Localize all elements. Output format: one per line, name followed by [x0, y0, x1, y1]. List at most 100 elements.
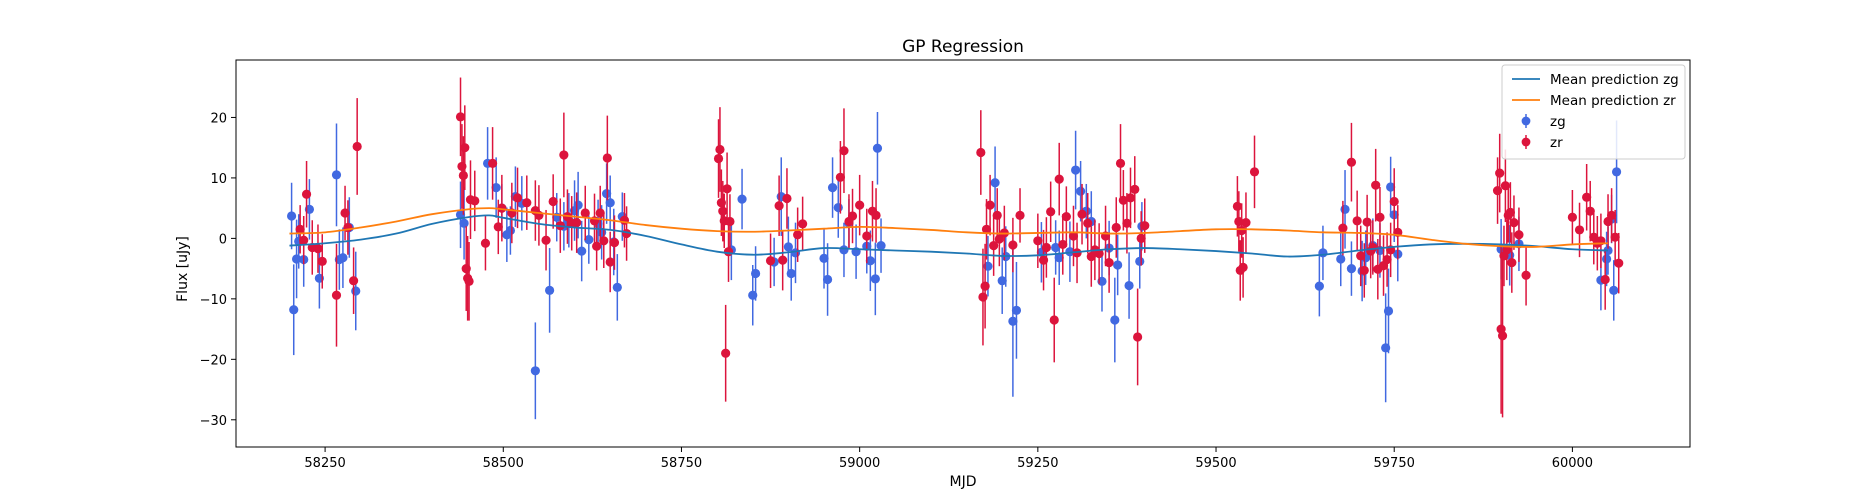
data-point	[871, 210, 881, 221]
data-point	[548, 196, 558, 207]
data-point	[1574, 225, 1585, 235]
data-point	[715, 144, 725, 155]
y-tick-label: 20	[210, 111, 227, 126]
data-point	[1072, 248, 1082, 258]
x-tick-label: 59250	[1017, 456, 1058, 471]
chart-title: GP Regression	[902, 37, 1024, 57]
legend-box	[1501, 64, 1686, 160]
data-point	[313, 244, 323, 254]
data-point	[460, 143, 470, 153]
data-point	[1076, 186, 1086, 196]
data-point	[1065, 247, 1075, 257]
data-point	[605, 198, 615, 208]
data-point	[1495, 168, 1505, 178]
data-point	[1077, 209, 1087, 219]
series-zr	[295, 77, 1624, 418]
data-point	[839, 146, 849, 156]
legend-label: Mean prediction zg	[1550, 72, 1679, 88]
data-point	[750, 268, 761, 279]
data-point	[487, 158, 498, 169]
data-point	[1094, 248, 1104, 259]
data-point	[876, 241, 886, 251]
data-point	[1368, 242, 1378, 253]
data-point	[573, 200, 583, 210]
data-point	[1071, 165, 1081, 175]
mean-line-mean-prediction-zr	[289, 207, 1609, 248]
data-point	[497, 203, 507, 213]
x-tick-label: 59500	[1195, 456, 1236, 471]
data-point	[713, 153, 724, 164]
data-point	[870, 274, 880, 284]
data-point	[1232, 201, 1243, 211]
data-point	[1600, 274, 1610, 285]
data-point	[1346, 157, 1357, 167]
data-point	[994, 234, 1004, 244]
data-point	[997, 276, 1007, 286]
y-tick-label: −10	[200, 293, 227, 308]
data-point	[559, 150, 569, 160]
data-point	[522, 198, 532, 208]
legend: Mean prediction zg Mean prediction zr zg zr	[1501, 64, 1686, 160]
data-point	[1111, 222, 1121, 233]
data-point	[1371, 180, 1381, 190]
data-point	[470, 196, 480, 206]
legend-label: zr	[1550, 135, 1563, 151]
data-point	[1497, 331, 1508, 341]
data-point	[352, 141, 362, 152]
data-point	[338, 253, 348, 263]
data-point	[541, 235, 551, 245]
data-point	[455, 112, 466, 122]
data-point	[1585, 206, 1595, 216]
y-tick-label: 0	[219, 232, 227, 247]
data-point	[1011, 305, 1022, 315]
data-point	[1238, 262, 1248, 273]
data-point	[301, 189, 312, 199]
plot-area: 58250 58500 58750 59000 59250 59500 59750 60000…	[200, 59, 1691, 471]
y-tick-label: −30	[200, 414, 227, 429]
data-point	[1041, 242, 1051, 253]
axes-frame	[235, 59, 1691, 448]
x-axis-label: MJD	[950, 474, 977, 490]
data-point	[790, 248, 801, 258]
data-point	[1110, 315, 1120, 325]
data-point	[1362, 217, 1372, 227]
data-point	[1237, 225, 1247, 236]
x-tick-label: 58500	[483, 456, 524, 471]
data-point	[1389, 196, 1399, 207]
data-point	[1058, 239, 1068, 250]
data-point	[493, 222, 503, 232]
data-point	[295, 224, 305, 234]
data-point	[1382, 254, 1392, 265]
data-point	[1352, 216, 1362, 226]
data-point	[1507, 257, 1517, 268]
data-point	[721, 348, 731, 358]
data-point	[1115, 158, 1126, 169]
legend-entry: Mean prediction zg	[1512, 72, 1679, 88]
data-point	[480, 238, 491, 248]
y-tick-label: 10	[210, 172, 227, 187]
data-point	[491, 182, 501, 193]
data-point	[976, 147, 986, 158]
data-point	[1135, 256, 1145, 266]
data-point	[1582, 192, 1592, 202]
data-point	[349, 276, 359, 286]
data-point	[1130, 184, 1140, 195]
data-point	[286, 211, 297, 221]
data-point	[1500, 181, 1510, 191]
x-tick-label: 58250	[304, 456, 345, 471]
data-point	[786, 268, 796, 279]
data-point	[505, 225, 516, 236]
legend-label: Mean prediction zr	[1550, 93, 1676, 109]
data-point	[819, 253, 829, 263]
data-point	[572, 218, 582, 228]
data-point	[1509, 218, 1519, 228]
data-point	[1051, 242, 1061, 253]
legend-marker-swatch	[1521, 116, 1531, 126]
data-point	[980, 281, 990, 291]
data-point	[605, 257, 615, 267]
data-point	[872, 143, 883, 153]
data-point	[599, 236, 609, 246]
data-point	[723, 247, 734, 257]
data-point	[459, 218, 469, 228]
